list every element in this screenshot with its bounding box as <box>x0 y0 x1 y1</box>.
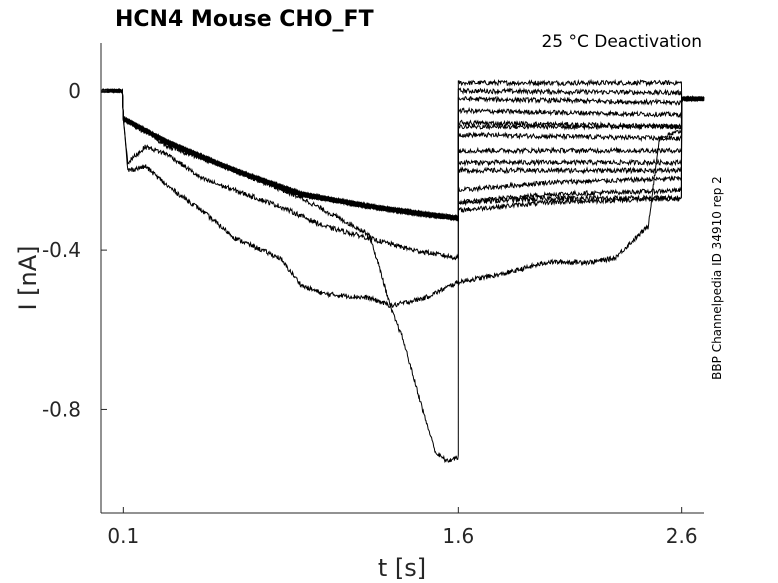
chart-title: HCN4 Mouse CHO_FT <box>115 7 374 32</box>
y-tick-label: -0.4 <box>42 238 81 262</box>
series-line <box>100 88 705 464</box>
x-axis-label: t [s] <box>378 554 426 582</box>
x-tick-label: 1.6 <box>442 524 474 548</box>
y-ticks: 0 -0.4 -0.8 <box>42 79 107 421</box>
y-tick-label: 0 <box>68 79 81 103</box>
x-tick-label: 2.6 <box>666 524 698 548</box>
x-tick-label: 0.1 <box>107 524 139 548</box>
y-axis-label: I [nA] <box>14 245 42 310</box>
traces <box>100 78 705 464</box>
series-line <box>100 87 705 221</box>
series-line <box>100 87 705 261</box>
series-line <box>100 88 705 309</box>
y-tick-label: -0.8 <box>42 397 81 421</box>
plot-area: 0.1 1.6 2.6 0 -0.4 -0.8 <box>42 43 705 548</box>
chart-subtitle: 25 °C Deactivation <box>541 32 702 52</box>
side-label: BBP Channelpedia ID 34910 rep 2 <box>710 176 724 380</box>
x-ticks: 0.1 1.6 2.6 <box>107 507 698 548</box>
